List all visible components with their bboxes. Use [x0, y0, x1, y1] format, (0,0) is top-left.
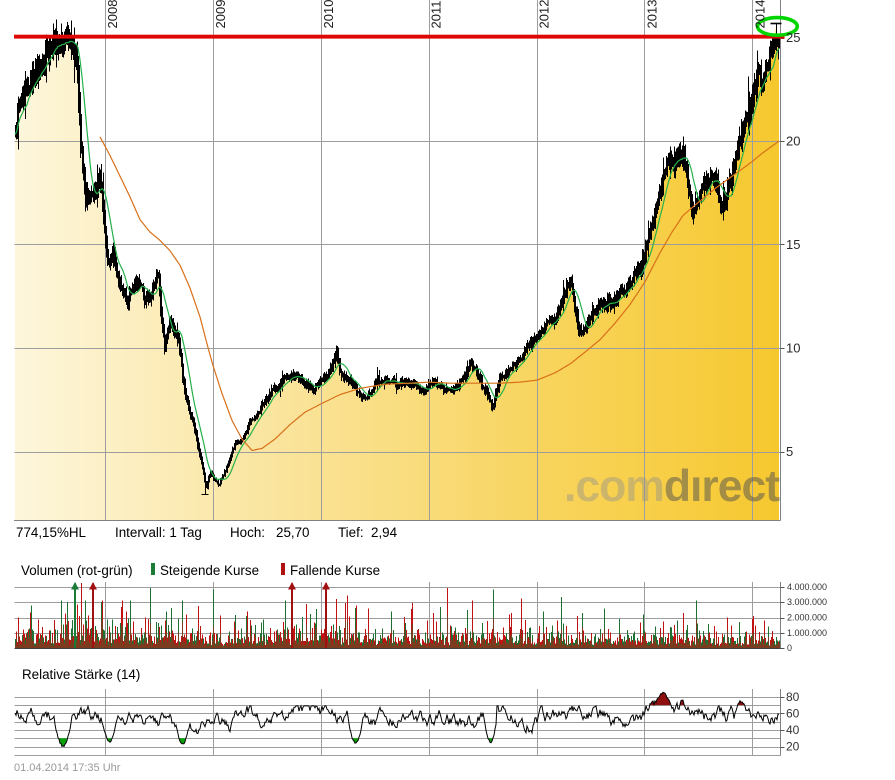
svg-text:2011: 2011 [429, 1, 444, 29]
svg-text:Fallende Kurse: Fallende Kurse [290, 563, 380, 578]
svg-text:4.000.000: 4.000.000 [787, 582, 827, 592]
svg-text:Intervall: 1 Tag: Intervall: 1 Tag [115, 525, 202, 540]
svg-text:2009: 2009 [213, 0, 228, 29]
svg-text:.comdırect: .comdırect [564, 462, 780, 511]
svg-text:15: 15 [786, 237, 800, 252]
svg-text:20: 20 [786, 740, 800, 754]
svg-text:0: 0 [787, 643, 792, 653]
svg-text:2008: 2008 [105, 0, 120, 29]
svg-text:Hoch:: Hoch: [230, 525, 265, 540]
svg-text:Relative Stärke (14): Relative Stärke (14) [22, 667, 140, 682]
svg-text:2,94: 2,94 [371, 525, 398, 540]
svg-text:774,15%HL: 774,15%HL [16, 525, 86, 540]
svg-text:2010: 2010 [321, 0, 336, 29]
svg-text:10: 10 [786, 341, 800, 356]
svg-text:01.04.2014 17:35 Uhr: 01.04.2014 17:35 Uhr [14, 762, 121, 774]
svg-text:2.000.000: 2.000.000 [787, 613, 827, 623]
svg-text:Tief:: Tief: [338, 525, 364, 540]
svg-text:40: 40 [786, 723, 800, 737]
svg-text:1.000.000: 1.000.000 [787, 628, 827, 638]
svg-text:5: 5 [786, 444, 793, 459]
svg-text:60: 60 [786, 706, 800, 720]
svg-text:2014: 2014 [752, 0, 767, 29]
svg-text:20: 20 [786, 134, 800, 149]
svg-text:80: 80 [786, 690, 800, 704]
svg-text:2013: 2013 [645, 0, 660, 29]
svg-text:3.000.000: 3.000.000 [787, 597, 827, 607]
svg-text:2012: 2012 [537, 0, 552, 29]
svg-text:Volumen (rot-grün): Volumen (rot-grün) [21, 563, 133, 578]
svg-text:25: 25 [786, 30, 800, 45]
svg-text:Steigende Kurse: Steigende Kurse [160, 563, 259, 578]
svg-text:25,70: 25,70 [276, 525, 310, 540]
